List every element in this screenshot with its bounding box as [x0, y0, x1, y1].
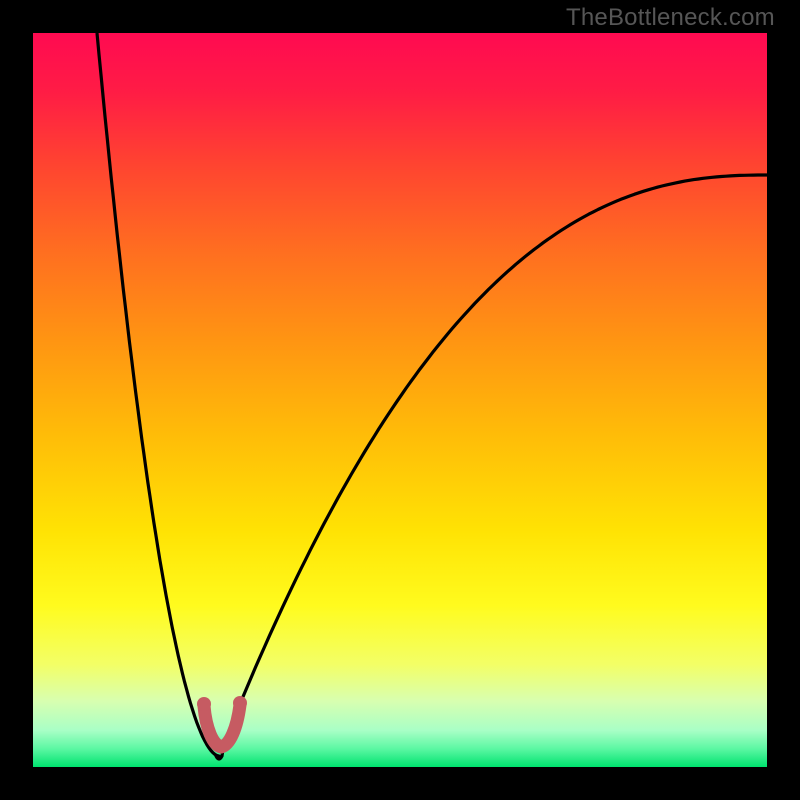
valley-marker-dot-right: [233, 696, 247, 710]
plot-area: [33, 33, 767, 767]
bottleneck-curve: [97, 33, 767, 759]
valley-marker-dot-left: [197, 697, 211, 711]
watermark-text: TheBottleneck.com: [566, 4, 775, 32]
bottleneck-curve-layer: [33, 33, 767, 767]
valley-marker-u: [204, 705, 240, 747]
